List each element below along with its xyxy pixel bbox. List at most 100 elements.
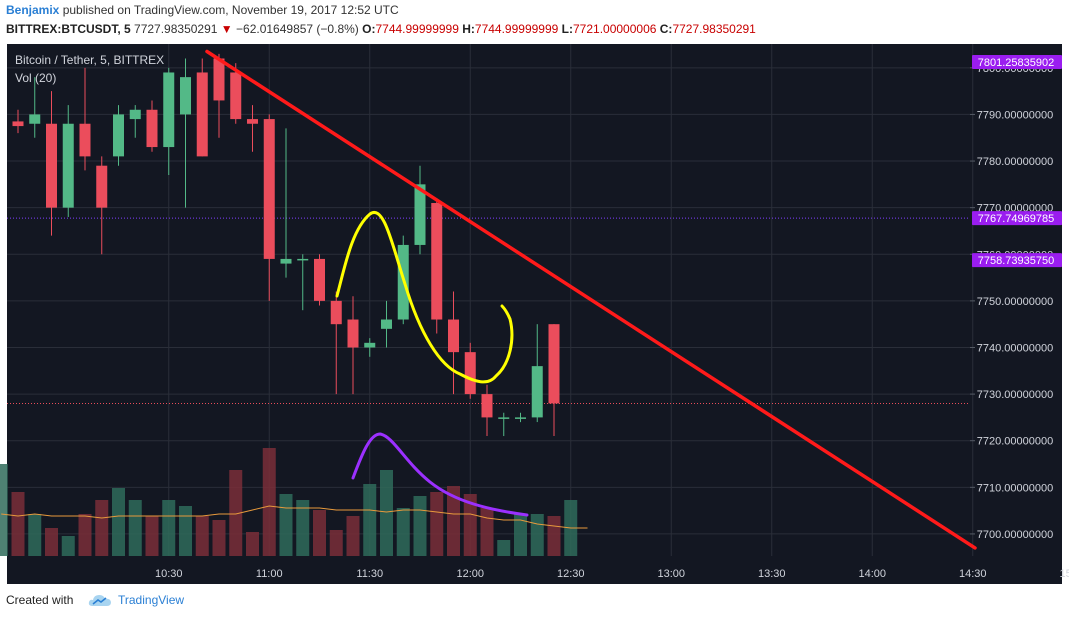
candle-body: [12, 121, 24, 127]
volume-bar: [430, 492, 444, 556]
volume-bar: [480, 508, 494, 556]
volume-bar: [514, 514, 527, 556]
candle-body: [531, 366, 543, 418]
candle-body: [464, 352, 476, 395]
x-axis-labels: 10:30 11:00 11:30 12:00 12:30 13:00 13:30 14:00…: [155, 568, 1069, 580]
last-price: 7727.98350291: [134, 22, 218, 36]
candle-body: [46, 123, 57, 208]
volume-bar: [128, 500, 142, 556]
x-tick-label: 13:00: [657, 568, 685, 580]
x-tick-label: 10:30: [155, 568, 183, 580]
time-axis[interactable]: [7, 556, 1062, 584]
volume-bar: [447, 486, 460, 556]
price-badges: 7767.74969785 7758.73935750 7801.25835902: [972, 54, 1062, 268]
candle-body: [314, 258, 325, 301]
y-axis-labels: 7700.00000000 7710.00000000 7720.00000000 7…: [970, 63, 1053, 541]
y-tick-label: 7790.00000000: [977, 109, 1053, 121]
volume-bar: [212, 520, 226, 556]
volume-bar: [28, 514, 42, 556]
candle-body: [548, 324, 560, 404]
volume-bar: [329, 530, 343, 556]
high-value: 7744.99999999: [474, 22, 559, 36]
volume-bar: [313, 510, 326, 556]
price-badge-bg: [972, 54, 1062, 69]
y-tick-label: 7730.00000000: [977, 389, 1053, 401]
red-trendline: [205, 49, 977, 550]
yellow-annotation-curve: [335, 211, 514, 384]
price-chart[interactable]: Bitcoin / Tether, 5, BITTREX Vol (20) 77…: [0, 44, 1069, 586]
volume-bar: [497, 540, 511, 556]
volume-ma-line: [1, 505, 588, 529]
volume-bar: [396, 508, 410, 556]
candle-body: [515, 417, 526, 419]
price-badge-text: 7801.25835902: [978, 57, 1054, 69]
candle-body: [347, 319, 359, 348]
volume-bar: [162, 500, 176, 556]
candle-body: [330, 300, 342, 325]
volume-bar: [229, 470, 243, 556]
volume-bar: [530, 514, 544, 556]
price-badge-bg: [972, 211, 1062, 226]
candle-body: [481, 394, 493, 418]
author-link[interactable]: Benjamix: [6, 3, 60, 17]
candle-body: [79, 123, 91, 157]
volume-bar: [380, 470, 393, 556]
candle-body: [381, 319, 392, 329]
x-tick-label: 13:30: [758, 568, 786, 580]
tradingview-link[interactable]: TradingView: [118, 593, 185, 607]
volume-ma-polyline: [1, 505, 588, 529]
publish-line: Benjamix published on TradingView.com, N…: [6, 3, 399, 17]
candle-body: [29, 114, 41, 124]
purple-annotation-curve: [351, 432, 529, 517]
y-tick-label: 7750.00000000: [977, 296, 1053, 308]
y-tick-label: 7720.00000000: [977, 436, 1053, 448]
candle-body: [498, 417, 510, 419]
x-tick-label: 12:00: [456, 568, 484, 580]
candle-body: [146, 109, 158, 148]
candlesticks: [12, 53, 560, 437]
footer: Created with TradingView: [0, 586, 1069, 618]
candle-body: [448, 319, 459, 353]
volume-bar: [61, 536, 75, 556]
tradingview-cloud-icon[interactable]: [88, 592, 112, 608]
x-tick-label: 15:00: [1059, 568, 1069, 580]
low-value: 7721.00000006: [573, 22, 657, 36]
change-value: −62.01649857 (−0.8%): [236, 22, 359, 36]
candle-body: [414, 184, 426, 245]
volume-bar: [95, 500, 109, 556]
close-value: 7727.98350291: [672, 22, 756, 36]
x-tick-label: 11:30: [356, 568, 383, 580]
candle-body: [113, 114, 124, 157]
candle-body: [163, 72, 175, 148]
low-label: L:: [561, 22, 573, 36]
volume-bar: [78, 514, 92, 556]
volume-bar: [296, 500, 310, 556]
volume-bar: [363, 484, 377, 556]
volume-bar: [0, 464, 8, 556]
volume-bar: [145, 516, 159, 556]
volume-bar: [195, 516, 209, 556]
candle-body: [196, 72, 208, 157]
x-tick-label: 12:30: [557, 568, 585, 580]
ohlc-line: BITTREX:BTCUSDT, 5 7727.98350291 ▼ −62.0…: [6, 22, 756, 36]
volume-bar: [413, 496, 427, 556]
candle-body: [364, 342, 376, 348]
symbol-label: BITTREX:BTCUSDT, 5: [6, 22, 131, 36]
candle-body: [96, 165, 108, 208]
candle-body: [263, 119, 275, 259]
volume-bar: [463, 494, 477, 556]
candle-body: [297, 258, 309, 261]
close-label: C:: [659, 22, 673, 36]
volume-bar: [112, 488, 125, 556]
y-tick-label: 7710.00000000: [977, 482, 1053, 494]
publish-text: published on TradingView.com, November 1…: [62, 3, 399, 17]
volume-bar: [279, 494, 293, 556]
price-axis[interactable]: [970, 44, 1062, 556]
price-badge-text: 7758.73935750: [978, 255, 1054, 267]
x-tick-label: 14:30: [959, 568, 987, 580]
volume-bar: [547, 516, 561, 556]
open-value: 7744.99999999: [375, 22, 459, 36]
volume-bar: [346, 516, 360, 556]
x-tick-label: 14:00: [858, 568, 886, 580]
candle-body: [180, 77, 191, 115]
